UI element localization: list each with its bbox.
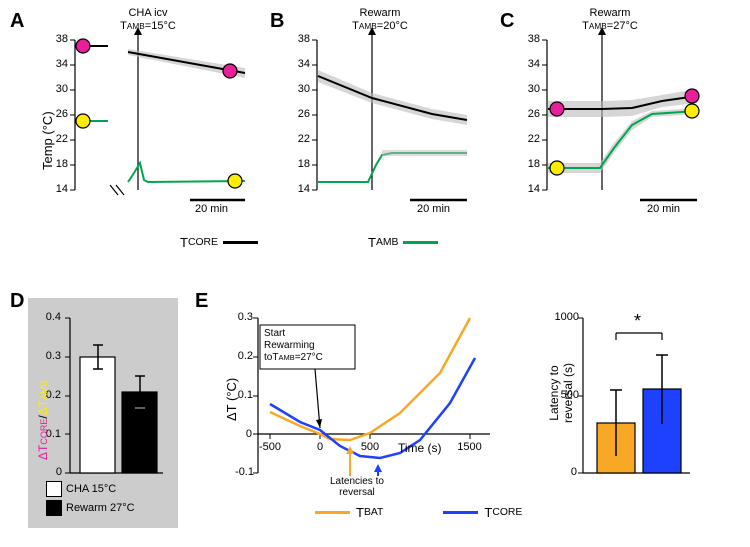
row1-legend: TCORE TAMB: [180, 235, 468, 250]
d-legend-rewarm: Rewarm 27°C: [46, 500, 135, 516]
panel-e1-xlabel: Time (s): [398, 441, 442, 455]
panel-e-legend: TBAT TCORE: [315, 505, 552, 520]
legend-tbat: TBAT: [315, 505, 383, 520]
d-legend-cha: CHA 15°C: [46, 481, 135, 497]
panel-c-svg: [522, 15, 702, 215]
panel-a-label: A: [10, 10, 24, 33]
a-scalebar: 20 min: [195, 203, 228, 215]
a-ytick-34: 34: [48, 58, 68, 70]
b-scalebar: 20 min: [417, 203, 450, 215]
legend-tcore-e: TCORE: [443, 505, 522, 520]
panel-a: 14 18 22 26 30 34 38 CHA icv TAMB=15°C 2…: [50, 15, 250, 215]
c-ytick-18: 18: [520, 158, 540, 170]
panel-a-ylabel: Temp (°C): [40, 111, 55, 170]
c-ytick-34: 34: [520, 58, 540, 70]
a-ytick-30: 30: [48, 83, 68, 95]
e1-xtick-1500: 1500: [452, 441, 487, 453]
c-ytick-22: 22: [520, 133, 540, 145]
b-ytick-22: 22: [290, 133, 310, 145]
figure-container: A: [10, 10, 740, 537]
panel-d-ylabel: ΔTCORE/ΔTAMB: [36, 380, 50, 460]
b-ytick-34: 34: [290, 58, 310, 70]
panel-e-chart1: -0.1 0 0.1 0.2 0.3 -500 0 500 1500 ΔT (°…: [220, 298, 500, 498]
panel-b-label: B: [270, 10, 284, 33]
panel-e2-ylabel: Latency toreversal (s): [547, 333, 575, 453]
panel-b-title: Rewarm TAMB=20°C: [340, 7, 420, 33]
panel-e1-latency-label: Latencies toreversal: [330, 476, 384, 498]
a-ytick-14: 14: [48, 183, 68, 195]
panel-e1-ylabel: ΔT (°C): [224, 378, 239, 421]
b-ytick-14: 14: [290, 183, 310, 195]
e1-ytick-02: 0.2: [231, 350, 253, 362]
panel-d-bar-legend: CHA 15°C Rewarm 27°C: [46, 478, 135, 516]
c-ytick-38: 38: [520, 33, 540, 45]
b-ytick-18: 18: [290, 158, 310, 170]
panel-e1-annotation: StartRewarmingtoTAMB=27°C: [264, 328, 323, 364]
legend-tcore: TCORE: [180, 235, 258, 250]
d-ytick-0: 0: [47, 466, 62, 478]
panel-d: 0 0.1 0.2 0.3 0.4 ΔTCORE/ΔTAMB CHA 15°C …: [28, 298, 178, 528]
c-ytick-26: 26: [520, 108, 540, 120]
panel-a-title: CHA icv TAMB=15°C: [108, 7, 188, 33]
c-scalebar: 20 min: [647, 203, 680, 215]
d-ytick-04: 0.4: [39, 311, 61, 323]
panel-a-svg: [50, 15, 250, 215]
e1-xtick-n500: -500: [255, 441, 285, 453]
panel-e-chart2: * 0 500 1000 Latency toreversal (s): [545, 298, 705, 498]
legend-tamb: TAMB: [368, 235, 438, 250]
e2-ytick-1000: 1000: [547, 311, 579, 323]
panel-c-label: C: [500, 10, 514, 33]
c-ytick-14: 14: [520, 183, 540, 195]
b-ytick-30: 30: [290, 83, 310, 95]
panel-e-chart1-svg: [220, 298, 500, 498]
b-ytick-38: 38: [290, 33, 310, 45]
e1-ytick-03: 0.3: [231, 311, 253, 323]
e1-ytick-0: 0: [240, 428, 252, 440]
e1-xtick-500: 500: [355, 441, 385, 453]
panel-c: 14 18 22 26 30 34 38 Rewarm TAMB=27°C 20…: [522, 15, 702, 215]
legend-tcore-line: [223, 241, 258, 244]
panel-c-title: Rewarm TAMB=27°C: [570, 7, 650, 33]
e2-ytick-0: 0: [565, 466, 577, 478]
a-ytick-38: 38: [48, 33, 68, 45]
c-ytick-30: 30: [520, 83, 540, 95]
b-ytick-26: 26: [290, 108, 310, 120]
e1-ytick-n01: -0.1: [226, 466, 254, 478]
panel-b-svg: [292, 15, 472, 215]
panel-b: 14 18 22 26 30 34 38 Rewarm TAMB=20°C 20…: [292, 15, 472, 215]
e1-xtick-0: 0: [314, 441, 326, 453]
d-ytick-03: 0.3: [39, 350, 61, 362]
panel-e2-sig: *: [634, 311, 641, 332]
panel-d-label: D: [10, 290, 24, 313]
legend-tamb-line: [403, 241, 438, 244]
panel-e-label: E: [195, 290, 208, 313]
